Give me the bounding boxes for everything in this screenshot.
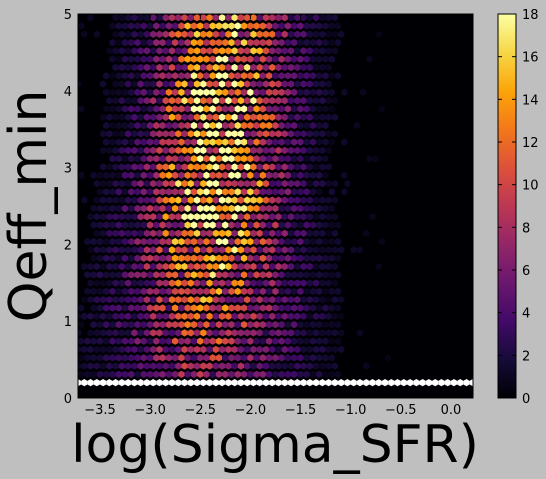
hexbin-cell: [191, 6, 197, 13]
hexbin-cell: [163, 0, 169, 5]
hexbin-cell: [213, 0, 219, 5]
colorbar-tick-label: 10: [522, 179, 539, 194]
hexbin-cell: [238, 0, 244, 5]
colorbar-tick-label: 6: [522, 264, 530, 279]
hexbin-cell: [335, 6, 341, 13]
hexbin-cell: [119, 0, 125, 5]
colorbar-tick-label: 16: [522, 51, 539, 66]
hexbin-cell: [150, 0, 156, 5]
hexbin-cell: [329, 6, 335, 13]
hexbin-cell: [125, 0, 131, 5]
hexbin-cell: [225, 0, 231, 5]
hexbin-cell: [222, 6, 228, 13]
colorbar-tick-label: 12: [522, 136, 539, 151]
hexbin-cell: [109, 6, 115, 13]
y-tick-label: 5: [64, 8, 72, 23]
hexbin-cell: [128, 6, 134, 13]
colorbar-tick-label: 0: [522, 392, 530, 407]
hexbin-cell: [297, 6, 303, 13]
hexbin-cell: [232, 0, 238, 5]
hexbin-cell: [216, 6, 222, 13]
hexbin-cell-saturated: [476, 379, 482, 386]
hexbin-cell: [122, 6, 128, 13]
hexbin-cell: [134, 6, 140, 13]
colorbar-tick-label: 8: [522, 221, 530, 236]
y-tick-label: 3: [64, 162, 72, 177]
hexbin-cell: [131, 0, 137, 5]
hexbin-cell: [153, 6, 159, 13]
hexbin-cell: [279, 6, 285, 13]
hexbin-cell: [275, 0, 281, 5]
hexbin-cell: [178, 6, 184, 13]
hexbin-cell: [247, 6, 253, 13]
y-tick-label: 4: [64, 85, 72, 100]
hexbin-cell: [282, 0, 288, 5]
hexbin-cell: [156, 0, 162, 5]
colorbar-tick-label: 2: [522, 349, 530, 364]
hexbin-cell: [316, 6, 322, 13]
hexbin-cell: [266, 6, 272, 13]
hexbin-cell: [253, 6, 259, 13]
colorbar-tick-label: 4: [522, 307, 530, 322]
hexbin-cell: [228, 6, 234, 13]
hexbin-cell: [188, 0, 194, 5]
hexbin-cell: [322, 6, 328, 13]
hexbin-cell: [319, 0, 325, 5]
hexbin-cell: [241, 6, 247, 13]
hexbin-cell: [206, 0, 212, 5]
colorbar-tick-label: 14: [522, 93, 539, 108]
hexbin-cell: [269, 0, 275, 5]
hexbin-cell: [200, 0, 206, 5]
y-tick-label: 1: [64, 315, 72, 330]
hexbin-cell: [172, 6, 178, 13]
hexbin-cell: [307, 0, 313, 5]
hexbin-cell: [141, 6, 147, 13]
hexbin-cell: [169, 0, 175, 5]
hexbin-cell: [260, 6, 266, 13]
hexbin-cell: [138, 0, 144, 5]
hexbin-cell: [313, 0, 319, 5]
y-tick-label: 2: [64, 238, 72, 253]
hexbin-cell: [219, 0, 225, 5]
hexbin-cell: [147, 6, 153, 13]
hexbin-cell: [181, 0, 187, 5]
colorbar-tick-label: 18: [522, 8, 539, 23]
colorbar: [498, 14, 516, 398]
hexbin-cell: [257, 0, 263, 5]
y-axis-title: Qeff_min: [0, 90, 59, 323]
hexbin-cell: [116, 6, 122, 13]
hexbin-cell: [326, 0, 332, 5]
hexbin-cell: [291, 6, 297, 13]
hexbin-cell: [210, 6, 216, 13]
hexbin-cell: [197, 6, 203, 13]
hexbin-cell: [144, 0, 150, 5]
hexbin-cell: [175, 0, 181, 5]
hexbin-cell: [300, 0, 306, 5]
hexbin-cell: [185, 6, 191, 13]
hexbin-cell: [244, 0, 250, 5]
hexbin-cell: [235, 6, 241, 13]
hexbin-cell: [263, 0, 269, 5]
hexbin-cell: [332, 0, 338, 5]
hexbin-cell: [310, 6, 316, 13]
hexbin-cell: [272, 6, 278, 13]
hexbin-cell: [304, 6, 310, 13]
hexbin-cell: [250, 0, 256, 5]
hexbin-cell: [112, 0, 118, 5]
y-tick-label: 0: [64, 392, 72, 407]
hexbin-cell: [194, 0, 200, 5]
hexbin-cell: [288, 0, 294, 5]
x-axis-title: log(Sigma_SFR): [71, 415, 479, 475]
hexbin-cell: [285, 6, 291, 13]
hexbin-cell: [166, 6, 172, 13]
hexbin-cell: [203, 6, 209, 13]
hexbin-cell: [294, 0, 300, 5]
hexbin-cell: [159, 6, 165, 13]
